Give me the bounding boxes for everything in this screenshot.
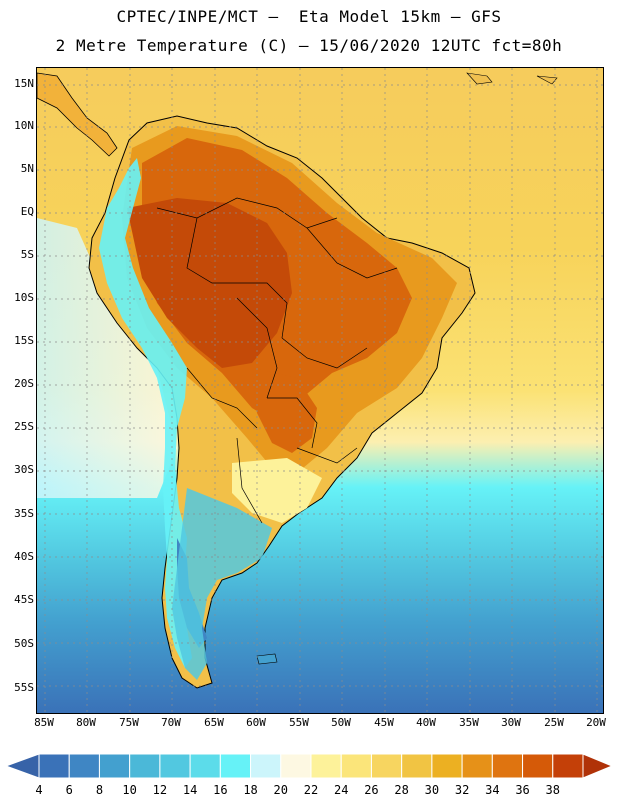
colorbar-tick-label: 22 — [303, 783, 319, 797]
colorbar-swatch — [401, 753, 433, 779]
colorbar-tick-label: 4 — [35, 783, 43, 797]
colorbar-under-arrow — [4, 753, 40, 779]
lat-label-45s: 45S — [14, 593, 34, 606]
lat-label-20s: 20S — [14, 377, 34, 390]
lon-label-80w: 80W — [76, 716, 96, 729]
colorbar-swatch — [522, 753, 554, 779]
central-america — [37, 72, 118, 157]
colorbar-swatch — [98, 753, 131, 779]
colorbar-swatch — [491, 753, 524, 779]
pampas-mild — [232, 458, 322, 523]
hottest-zone-36c — [127, 198, 292, 368]
lat-label-40s: 40S — [14, 550, 34, 563]
lon-label-25w: 25W — [544, 716, 564, 729]
lon-label-35w: 35W — [459, 716, 479, 729]
lon-label-60w: 60W — [246, 716, 266, 729]
colorbar-over-arrow — [582, 753, 614, 779]
colorbar-swatch — [552, 753, 584, 779]
colorbar-swatch — [129, 753, 161, 779]
lon-label-70w: 70W — [161, 716, 181, 729]
lat-label-50s: 50S — [14, 637, 34, 650]
lat-label-5n: 5N — [20, 162, 34, 175]
colorbar-tick-label: 26 — [364, 783, 379, 797]
pacific-cool-region — [37, 218, 177, 498]
lon-label-75w: 75W — [119, 716, 139, 729]
colorbar-tick-label: 28 — [394, 783, 409, 797]
lon-label-20w: 20W — [586, 716, 606, 729]
title-line-1: CPTEC/INPE/MCT – Eta Model 15km – GFS — [116, 7, 502, 26]
colorbar-tick-label: 6 — [65, 783, 73, 797]
map-frame — [36, 67, 604, 714]
colorbar-tick-label: 8 — [95, 783, 104, 797]
lon-label-40w: 40W — [416, 716, 436, 729]
temperature-map — [37, 68, 603, 713]
lat-label-eq: EQ — [20, 205, 34, 218]
colorbar-swatch — [68, 753, 100, 779]
colorbar-tick-label: 36 — [515, 783, 530, 797]
lon-label-55w: 55W — [289, 716, 309, 729]
lon-label-65w: 65W — [204, 716, 224, 729]
colorbar-swatch — [280, 753, 312, 779]
colorbar-swatch — [219, 753, 252, 779]
lon-label-30w: 30W — [501, 716, 521, 729]
lon-label-85w: 85W — [34, 716, 54, 729]
colorbar-tick-label: 14 — [182, 783, 198, 797]
colorbar-tick-label: 38 — [545, 783, 560, 797]
lat-label-5s: 5S — [20, 248, 34, 261]
colorbar-swatch — [38, 753, 70, 779]
colorbar-tick-label: 18 — [243, 783, 258, 797]
lat-label-10n: 10N — [14, 119, 34, 132]
colorbar-tick-label: 34 — [485, 783, 500, 797]
colorbar-swatch — [250, 753, 282, 779]
country-borders — [156, 197, 398, 524]
lat-label-15s: 15S — [14, 334, 34, 347]
lat-label-25s: 25S — [14, 420, 34, 433]
colorbar-swatch — [370, 753, 403, 779]
colorbar-swatch — [461, 753, 493, 779]
lon-label-45w: 45W — [374, 716, 394, 729]
colorbar-swatch — [431, 753, 463, 779]
colorbar-swatch — [340, 753, 372, 779]
lat-label-35s: 35S — [14, 507, 34, 520]
lat-label-10s: 10S — [14, 291, 34, 304]
lat-label-30s: 30S — [14, 463, 34, 476]
colorbar-tick-label: 30 — [424, 783, 440, 797]
colorbar-swatch — [310, 753, 342, 779]
colorbar-tick-label: 12 — [152, 783, 168, 797]
southern-warm-lobe — [252, 368, 317, 453]
colorbar-tick-label: 24 — [333, 783, 349, 797]
lat-label-15n: 15N — [14, 77, 34, 90]
colorbar-tick-label: 20 — [273, 783, 288, 797]
colorbar-tick-label: 16 — [213, 783, 228, 797]
southern-cone-cool — [172, 488, 272, 680]
caribbean-islands — [466, 72, 558, 85]
colorbar-tick-label: 32 — [454, 783, 470, 797]
colorbar-tick-label: 10 — [122, 783, 137, 797]
title-line-2: 2 Metre Temperature (C) – 15/06/2020 12U… — [55, 36, 563, 55]
lon-label-50w: 50W — [331, 716, 351, 729]
andes-cold-spine — [99, 158, 192, 668]
colorbar — [4, 753, 614, 779]
colorbar-swatch — [159, 753, 191, 779]
colorbar-swatch — [189, 753, 221, 779]
lat-label-55s: 55S — [14, 681, 34, 694]
falkland-islands — [256, 653, 278, 665]
graticule — [37, 68, 603, 713]
